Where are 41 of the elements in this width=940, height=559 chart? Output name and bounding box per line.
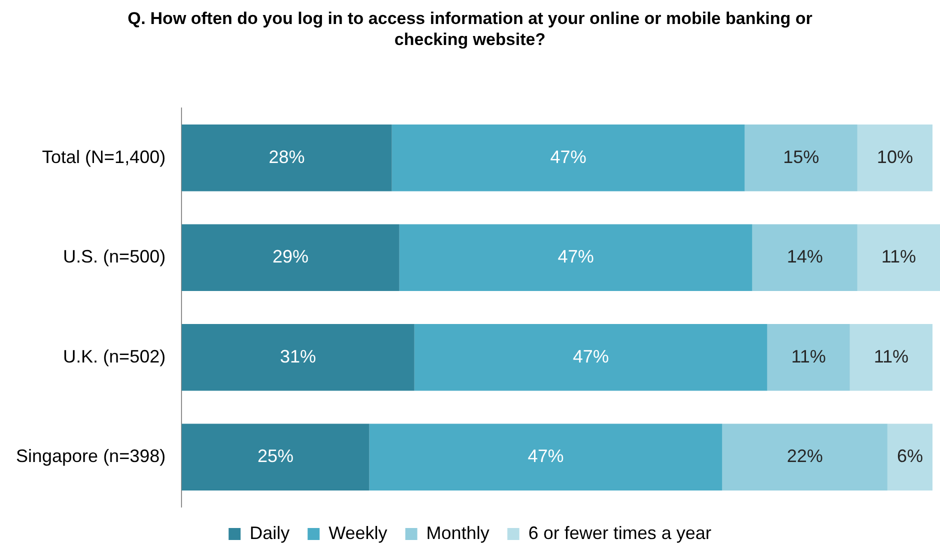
data-label: 11% — [874, 346, 909, 366]
legend-label: Weekly — [328, 522, 388, 543]
data-label: 14% — [786, 246, 823, 267]
bar — [182, 224, 400, 292]
bar — [182, 124, 392, 192]
bar — [722, 424, 888, 491]
bar — [857, 224, 940, 292]
y-tick-label: U.K. (n=502) — [63, 346, 166, 366]
data-label: 10% — [876, 146, 913, 167]
bar — [887, 424, 932, 491]
bar — [182, 324, 414, 391]
bar — [369, 424, 722, 491]
y-tick-label: Total (N=1,400) — [42, 146, 166, 167]
data-label: 25% — [257, 446, 294, 466]
y-tick-label: Singapore (n=398) — [16, 446, 166, 466]
legend-label: Monthly — [426, 522, 490, 543]
data-label: 22% — [786, 446, 823, 466]
legend-label: 6 or fewer times a year — [528, 522, 712, 543]
data-label: 11% — [791, 346, 826, 366]
bar — [399, 224, 752, 292]
bar — [857, 124, 932, 192]
data-label: 15% — [783, 146, 820, 167]
data-label: 11% — [881, 246, 916, 267]
data-label: 47% — [572, 346, 609, 366]
bar — [392, 124, 745, 192]
bar — [744, 124, 858, 192]
bar — [414, 324, 768, 391]
bar — [752, 224, 858, 292]
data-label: 31% — [280, 346, 316, 366]
data-label: 28% — [268, 146, 305, 167]
bar — [767, 324, 850, 391]
bar — [182, 424, 370, 491]
data-label: 47% — [550, 146, 586, 167]
y-tick-label: U.S. (n=500) — [63, 246, 166, 267]
data-label: 29% — [272, 246, 308, 267]
data-label: 47% — [558, 246, 594, 267]
legend-label: Daily — [250, 522, 290, 543]
data-label: 6% — [896, 446, 923, 466]
data-label: 47% — [528, 446, 564, 466]
bar — [850, 324, 932, 391]
chart-title: Q. How often do you log in to access information at your online or mobile banking or checking website? — [126, 8, 814, 51]
